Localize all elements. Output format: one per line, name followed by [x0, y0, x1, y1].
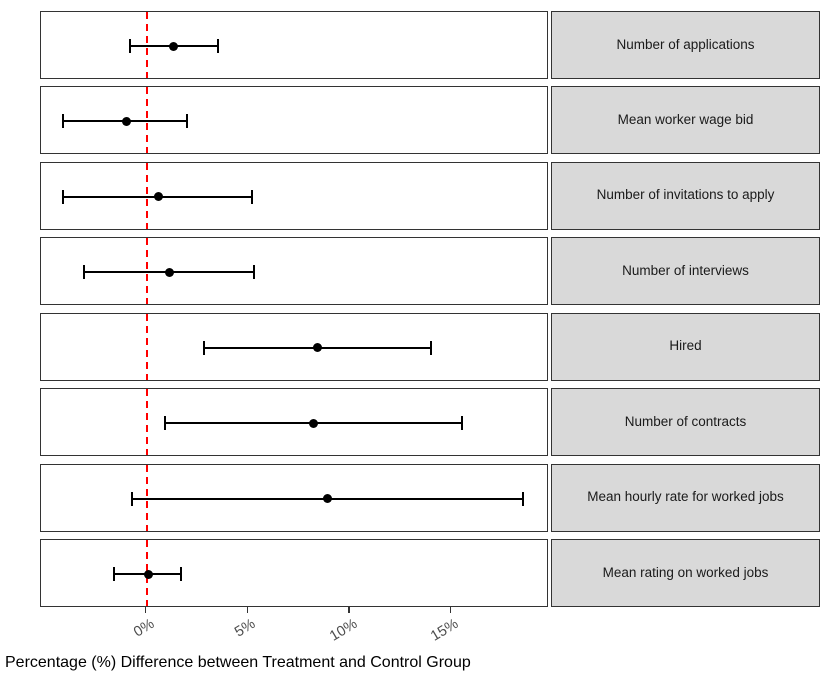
facet-strip-label: Hired [669, 338, 702, 354]
x-axis-tick-label: 15% [428, 616, 462, 645]
estimate-point [168, 41, 178, 51]
estimate-point [164, 267, 174, 277]
facet-strip: Number of interviews [551, 237, 820, 306]
facet-panel [40, 539, 548, 607]
ci-lower-cap [62, 189, 65, 204]
ci-lower-cap [62, 114, 65, 129]
ci-lower-cap [113, 567, 116, 581]
facet-row: Mean rating on worked jobs [40, 539, 820, 607]
x-axis-tick [246, 607, 248, 613]
facet-panel [40, 388, 548, 457]
ci-upper-cap [216, 39, 219, 53]
facet-row: Number of invitations to apply [40, 161, 820, 230]
zero-reference-line [145, 313, 148, 380]
estimate-point [121, 116, 131, 126]
facet-panel [40, 237, 548, 306]
facet-panel [40, 312, 548, 381]
facet-panel [40, 11, 548, 79]
ci-upper-cap [521, 491, 524, 506]
facet-strip-label: Mean worker wage bid [617, 112, 754, 127]
facet-panel [40, 161, 548, 230]
ci-upper-cap [430, 340, 433, 355]
facet-panel [40, 463, 548, 532]
ci-lower-cap [202, 340, 205, 355]
facet-row: Number of contracts [40, 388, 820, 457]
ci-upper-cap [180, 567, 183, 581]
zero-reference-line [145, 389, 148, 456]
facet-strip: Mean hourly rate for worked jobs [551, 463, 820, 532]
x-axis-tick [449, 607, 452, 613]
estimate-point [312, 343, 322, 353]
facet-strip: Mean rating on worked jobs [551, 539, 820, 607]
facet-strip: Number of applications [551, 11, 820, 79]
ci-upper-cap [186, 114, 189, 129]
estimate-point [144, 569, 154, 579]
facet-strip: Number of contracts [551, 388, 820, 457]
facet-row: Mean worker wage bid [40, 86, 820, 155]
estimate-point [154, 192, 164, 202]
ci-lower-cap [163, 416, 166, 431]
ci-upper-cap [253, 265, 256, 280]
x-axis: 0% 5% 10% 15% [40, 607, 548, 667]
x-axis-tick-label: 10% [326, 616, 361, 645]
ci-lower-cap [129, 39, 132, 53]
estimate-point [323, 494, 332, 504]
x-axis-title: Percentage (%) Difference between Treatm… [5, 654, 471, 671]
facet-panel [40, 86, 548, 155]
facet-row: Number of interviews [40, 237, 820, 306]
ci-upper-cap [251, 189, 254, 204]
facet-strip-label: Mean hourly rate for worked jobs [587, 489, 784, 505]
x-axis-tick [144, 607, 147, 613]
x-axis-tick-label: 5% [232, 616, 259, 641]
facet-strip-label: Number of contracts [624, 413, 747, 429]
facet-strip-label: Number of invitations to apply [596, 187, 775, 203]
facet-strip-label: Number of interviews [622, 262, 749, 278]
facet-row: Mean hourly rate for worked jobs [40, 463, 820, 532]
facet-strip: Mean worker wage bid [551, 86, 820, 155]
ci-lower-cap [82, 265, 85, 280]
facet-row: Hired [40, 312, 820, 381]
x-axis-tick [348, 607, 350, 613]
x-axis-tick-label: 0% [130, 616, 157, 641]
facet-strip: Hired [551, 312, 820, 381]
ci-upper-cap [460, 416, 463, 431]
facet-strip-label: Mean rating on worked jobs [602, 564, 769, 580]
facet-strip: Number of invitations to apply [551, 161, 820, 230]
facet-row: Number of applications [40, 11, 820, 79]
ci-lower-cap [131, 491, 134, 506]
facet-strip-label: Number of applications [616, 36, 755, 52]
estimate-point [308, 418, 318, 428]
